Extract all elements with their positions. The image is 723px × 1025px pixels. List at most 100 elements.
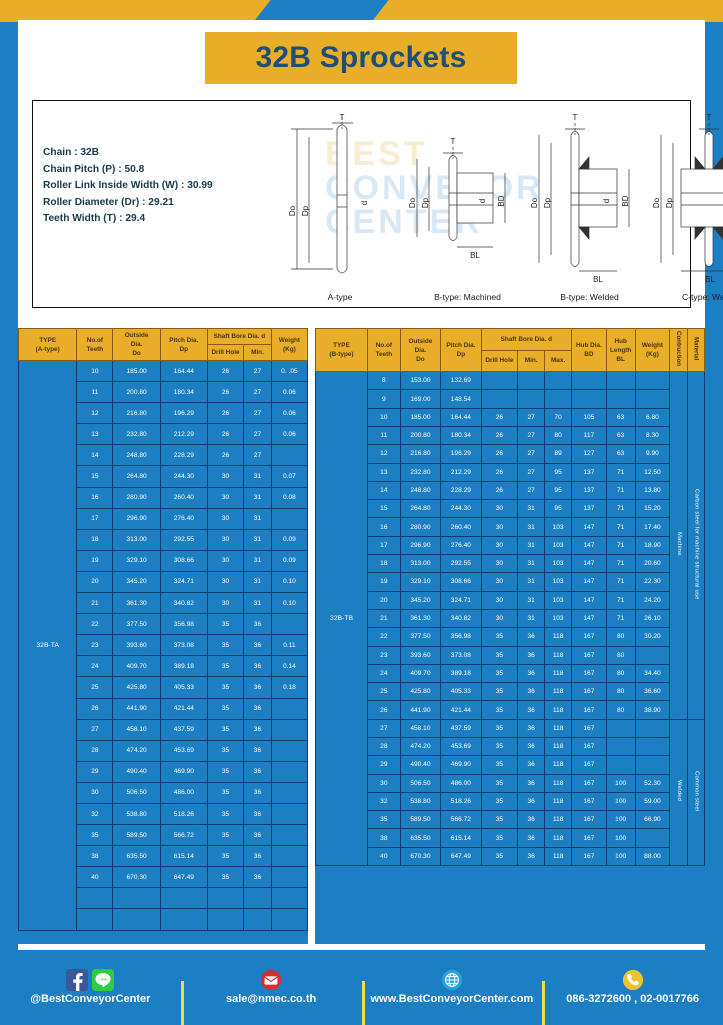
cell-max: 103 bbox=[544, 517, 573, 537]
cell-min: 36 bbox=[517, 700, 546, 720]
cell-min: 36 bbox=[243, 781, 272, 804]
spec-diagram-panel: Chain : 32B Chain Pitch (P) : 50.8 Rolle… bbox=[32, 100, 723, 308]
cell-pitch-dia: 228.29 bbox=[440, 480, 482, 501]
cell-drill-hole: 30 bbox=[480, 535, 519, 556]
line-icon[interactable]: LINE bbox=[92, 969, 115, 991]
svg-text:LINE: LINE bbox=[99, 976, 108, 981]
cell-min: 36 bbox=[243, 760, 272, 783]
cell-max: 118 bbox=[544, 718, 573, 739]
cell-max: 103 bbox=[544, 572, 573, 592]
table-row: 12 216.80 196.29 26 27 89 127 63 9.90 bbox=[316, 444, 705, 464]
th-outside-dia: Outside Dia. Do bbox=[399, 327, 442, 373]
th-pitch-dia: Pitch Dia. Dp bbox=[440, 327, 482, 373]
cell-pitch-dia: 196.29 bbox=[159, 402, 208, 425]
footer-item-website[interactable]: www.BestConveyorCenter.com bbox=[361, 969, 543, 1025]
cell-pitch-dia: 453.69 bbox=[440, 736, 482, 757]
cell-drill-hole: 35 bbox=[206, 845, 245, 868]
cell-min: 36 bbox=[517, 755, 546, 775]
table-row: 23 393.60 373.08 35 36 0.11 bbox=[19, 634, 309, 657]
svg-text:BL: BL bbox=[470, 251, 480, 260]
b-type-welded-drawing: Do Dp T d BD BL bbox=[530, 113, 630, 284]
cell-hub-dia bbox=[571, 389, 607, 409]
cell-drill-hole bbox=[480, 371, 519, 391]
th-hub-dia: Hub Dia. BD bbox=[571, 327, 607, 373]
cell-pitch-dia bbox=[159, 887, 208, 910]
globe-icon[interactable] bbox=[441, 969, 463, 991]
cell-outside-dia: 185.00 bbox=[399, 407, 442, 427]
cell-min bbox=[517, 371, 546, 391]
cell-pitch-dia: 260.40 bbox=[159, 486, 208, 509]
cell-weight bbox=[634, 371, 671, 391]
cell-drill-hole bbox=[206, 908, 245, 931]
cell-weight bbox=[634, 755, 671, 775]
cell-teeth: 9 bbox=[366, 389, 401, 409]
cell-drill-hole: 30 bbox=[206, 570, 245, 594]
cell-weight: 0.09 bbox=[270, 549, 309, 572]
footer-item-social[interactable]: LINE @BestConveyorCenter bbox=[0, 969, 181, 1005]
th-weight: Weight (Kg) bbox=[270, 328, 309, 361]
cell-min: 27 bbox=[517, 480, 546, 501]
table-row: 23 393.60 373.08 35 36 118 167 80 bbox=[316, 645, 705, 665]
table-row: 26 441.90 421.44 35 36 118 167 80 38.90 bbox=[316, 700, 705, 720]
cell-drill-hole: 30 bbox=[206, 507, 245, 530]
cell-teeth: 32 bbox=[366, 791, 401, 812]
cell-hub-dia: 147 bbox=[571, 572, 607, 592]
cell-drill-hole: 35 bbox=[206, 655, 245, 678]
cell-teeth: 20 bbox=[366, 590, 401, 610]
cell-drill-hole: 35 bbox=[206, 802, 245, 826]
cell-max: 118 bbox=[544, 700, 573, 720]
facebook-icon[interactable] bbox=[66, 969, 89, 991]
th-drill-hole: Drill Hole bbox=[480, 349, 519, 373]
cell-outside-dia: 361.30 bbox=[112, 592, 161, 615]
table-row: 18 313.00 292.55 30 31 103 147 71 20.60 bbox=[316, 554, 705, 574]
cell-drill-hole: 35 bbox=[206, 781, 245, 804]
cell-weight: 0.10 bbox=[270, 592, 309, 615]
b-type-machined-drawing: Do Dp T d BD BL bbox=[408, 137, 506, 260]
cell-max: 103 bbox=[544, 590, 573, 610]
cell-pitch-dia: 164.44 bbox=[159, 359, 208, 383]
cell-pitch-dia: 308.66 bbox=[440, 572, 482, 592]
cell-weight: 9.90 bbox=[634, 444, 671, 464]
cell-hub-length: 71 bbox=[605, 608, 636, 629]
figure-b-type-machined: Do Dp T d BD BL B-type: Machined bbox=[405, 113, 530, 303]
cell-hub-dia: 147 bbox=[571, 608, 607, 629]
cell-min: 31 bbox=[243, 507, 272, 530]
cell-pitch-dia: 340.82 bbox=[440, 608, 482, 629]
table-row: 38 635.50 615.14 35 36 118 167 100 bbox=[316, 828, 705, 848]
cell-teeth: 29 bbox=[76, 760, 114, 783]
cell-outside-dia: 377.50 bbox=[399, 627, 442, 647]
cell-outside-dia bbox=[112, 908, 161, 931]
cell-teeth: 22 bbox=[76, 613, 114, 636]
footer-item-phone[interactable]: 086-3272600 , 02-0017766 bbox=[542, 969, 723, 1025]
cell-min: 31 bbox=[517, 554, 546, 574]
phone-icon[interactable] bbox=[622, 969, 644, 991]
cell-teeth: 25 bbox=[366, 682, 401, 702]
cell-teeth: 26 bbox=[366, 700, 401, 720]
cell-pitch-dia: 615.14 bbox=[159, 845, 208, 868]
cell-weight: 26.10 bbox=[634, 608, 671, 629]
cell-pitch-dia: 244.30 bbox=[159, 465, 208, 488]
cell-teeth: 12 bbox=[366, 444, 401, 464]
svg-text:Dp: Dp bbox=[301, 205, 310, 216]
table-row: 9 169.00 148.54 bbox=[316, 389, 705, 409]
cell-outside-dia: 329.10 bbox=[399, 572, 442, 592]
th-max: Max. bbox=[544, 349, 573, 373]
email-icon[interactable] bbox=[260, 969, 282, 991]
table-row: 10 185.00 164.44 26 27 70 105 63 6.80 bbox=[316, 407, 705, 427]
cell-teeth: 17 bbox=[76, 507, 114, 530]
cell-drill-hole: 35 bbox=[206, 613, 245, 636]
cell-drill-hole: 26 bbox=[480, 425, 519, 446]
cell-min: 36 bbox=[243, 866, 272, 889]
cell-pitch-dia: 308.66 bbox=[159, 549, 208, 572]
table-row: 16 280.90 260.40 30 31 0.08 bbox=[19, 486, 309, 509]
svg-text:T: T bbox=[451, 137, 456, 146]
cell-outside-dia: 232.80 bbox=[399, 462, 442, 482]
footer-item-email[interactable]: sale@nmec.co.th bbox=[180, 969, 362, 1025]
cell-hub-length: 100 bbox=[605, 773, 636, 793]
cell-outside-dia: 490.40 bbox=[399, 755, 442, 775]
table-row: 17 296.90 276.40 30 31 bbox=[19, 507, 309, 530]
cell-min: 36 bbox=[517, 773, 546, 793]
cell-max: 118 bbox=[544, 663, 573, 684]
table-row: 14 248.80 228.29 26 27 bbox=[19, 444, 309, 467]
cell-pitch-dia: 356.98 bbox=[159, 613, 208, 636]
